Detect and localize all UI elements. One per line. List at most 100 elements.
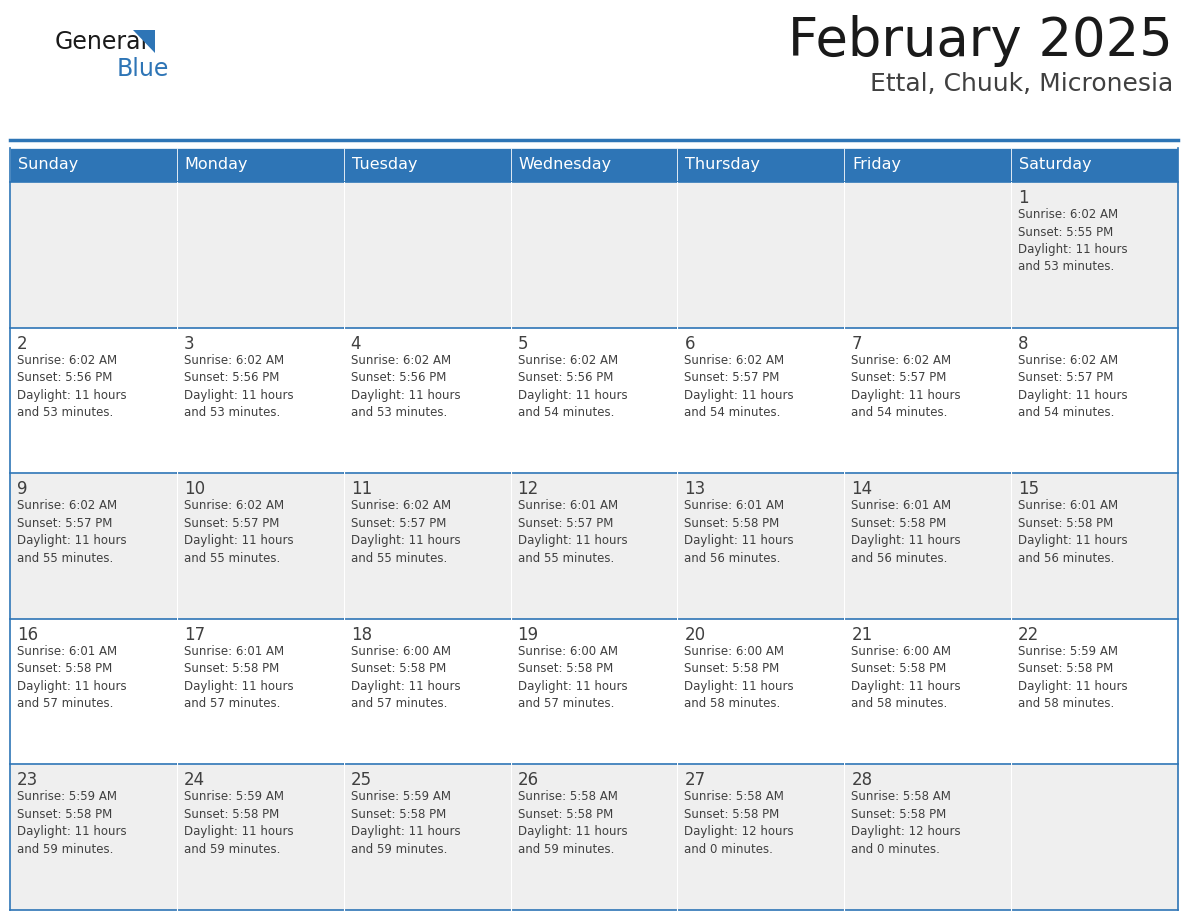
Text: General: General <box>55 30 148 54</box>
Text: 3: 3 <box>184 334 195 353</box>
Text: 11: 11 <box>350 480 372 498</box>
Text: Sunrise: 6:02 AM
Sunset: 5:57 PM
Daylight: 11 hours
and 55 minutes.: Sunrise: 6:02 AM Sunset: 5:57 PM Dayligh… <box>17 499 127 565</box>
Text: 2: 2 <box>17 334 27 353</box>
Bar <box>343 328 511 473</box>
Text: Tuesday: Tuesday <box>352 158 417 173</box>
Text: February 2025: February 2025 <box>789 15 1173 67</box>
Bar <box>677 765 845 910</box>
Text: Sunrise: 6:01 AM
Sunset: 5:58 PM
Daylight: 11 hours
and 56 minutes.: Sunrise: 6:01 AM Sunset: 5:58 PM Dayligh… <box>684 499 794 565</box>
Text: Sunrise: 6:02 AM
Sunset: 5:56 PM
Daylight: 11 hours
and 53 minutes.: Sunrise: 6:02 AM Sunset: 5:56 PM Dayligh… <box>350 353 460 420</box>
Text: Sunrise: 6:00 AM
Sunset: 5:58 PM
Daylight: 11 hours
and 57 minutes.: Sunrise: 6:00 AM Sunset: 5:58 PM Dayligh… <box>350 644 460 711</box>
Text: Sunday: Sunday <box>18 158 78 173</box>
Text: 10: 10 <box>184 480 206 498</box>
Text: Ettal, Chuuk, Micronesia: Ettal, Chuuk, Micronesia <box>870 72 1173 96</box>
Text: 17: 17 <box>184 626 206 644</box>
Text: Sunrise: 5:59 AM
Sunset: 5:58 PM
Daylight: 11 hours
and 59 minutes.: Sunrise: 5:59 AM Sunset: 5:58 PM Dayligh… <box>17 790 127 856</box>
Bar <box>1011 328 1178 473</box>
Text: Saturday: Saturday <box>1019 158 1092 173</box>
Text: Wednesday: Wednesday <box>519 158 612 173</box>
Bar <box>10 182 177 328</box>
Text: Sunrise: 6:00 AM
Sunset: 5:58 PM
Daylight: 11 hours
and 58 minutes.: Sunrise: 6:00 AM Sunset: 5:58 PM Dayligh… <box>852 644 961 711</box>
Text: 7: 7 <box>852 334 861 353</box>
Text: Sunrise: 5:58 AM
Sunset: 5:58 PM
Daylight: 12 hours
and 0 minutes.: Sunrise: 5:58 AM Sunset: 5:58 PM Dayligh… <box>852 790 961 856</box>
Text: Sunrise: 6:02 AM
Sunset: 5:57 PM
Daylight: 11 hours
and 54 minutes.: Sunrise: 6:02 AM Sunset: 5:57 PM Dayligh… <box>1018 353 1127 420</box>
Bar <box>1011 619 1178 765</box>
Text: 6: 6 <box>684 334 695 353</box>
Text: Monday: Monday <box>185 158 248 173</box>
Bar <box>10 765 177 910</box>
Text: Blue: Blue <box>116 57 170 81</box>
Bar <box>511 473 677 619</box>
Bar <box>845 619 1011 765</box>
Bar <box>845 765 1011 910</box>
Bar <box>177 619 343 765</box>
Text: Sunrise: 5:58 AM
Sunset: 5:58 PM
Daylight: 11 hours
and 59 minutes.: Sunrise: 5:58 AM Sunset: 5:58 PM Dayligh… <box>518 790 627 856</box>
Bar <box>511 619 677 765</box>
Bar <box>177 182 343 328</box>
Text: Sunrise: 5:59 AM
Sunset: 5:58 PM
Daylight: 11 hours
and 59 minutes.: Sunrise: 5:59 AM Sunset: 5:58 PM Dayligh… <box>350 790 460 856</box>
Text: Sunrise: 6:01 AM
Sunset: 5:58 PM
Daylight: 11 hours
and 56 minutes.: Sunrise: 6:01 AM Sunset: 5:58 PM Dayligh… <box>852 499 961 565</box>
Text: 4: 4 <box>350 334 361 353</box>
Bar <box>511 765 677 910</box>
Text: Sunrise: 6:02 AM
Sunset: 5:57 PM
Daylight: 11 hours
and 54 minutes.: Sunrise: 6:02 AM Sunset: 5:57 PM Dayligh… <box>684 353 794 420</box>
Bar <box>177 328 343 473</box>
Text: Sunrise: 5:59 AM
Sunset: 5:58 PM
Daylight: 11 hours
and 59 minutes.: Sunrise: 5:59 AM Sunset: 5:58 PM Dayligh… <box>184 790 293 856</box>
Bar <box>677 148 845 182</box>
Text: Sunrise: 6:02 AM
Sunset: 5:57 PM
Daylight: 11 hours
and 55 minutes.: Sunrise: 6:02 AM Sunset: 5:57 PM Dayligh… <box>184 499 293 565</box>
Text: 19: 19 <box>518 626 538 644</box>
Bar <box>677 473 845 619</box>
Text: 18: 18 <box>350 626 372 644</box>
Text: 26: 26 <box>518 771 538 789</box>
Text: Sunrise: 6:00 AM
Sunset: 5:58 PM
Daylight: 11 hours
and 57 minutes.: Sunrise: 6:00 AM Sunset: 5:58 PM Dayligh… <box>518 644 627 711</box>
Bar <box>10 473 177 619</box>
Text: Friday: Friday <box>852 158 902 173</box>
Text: 14: 14 <box>852 480 872 498</box>
Text: Thursday: Thursday <box>685 158 760 173</box>
Text: 16: 16 <box>17 626 38 644</box>
Text: Sunrise: 6:02 AM
Sunset: 5:56 PM
Daylight: 11 hours
and 53 minutes.: Sunrise: 6:02 AM Sunset: 5:56 PM Dayligh… <box>17 353 127 420</box>
Text: 23: 23 <box>17 771 38 789</box>
Bar <box>10 148 177 182</box>
Bar <box>1011 473 1178 619</box>
Text: Sunrise: 6:02 AM
Sunset: 5:56 PM
Daylight: 11 hours
and 54 minutes.: Sunrise: 6:02 AM Sunset: 5:56 PM Dayligh… <box>518 353 627 420</box>
Text: Sunrise: 5:58 AM
Sunset: 5:58 PM
Daylight: 12 hours
and 0 minutes.: Sunrise: 5:58 AM Sunset: 5:58 PM Dayligh… <box>684 790 794 856</box>
Bar <box>177 765 343 910</box>
Bar <box>845 328 1011 473</box>
Bar <box>677 182 845 328</box>
Text: 25: 25 <box>350 771 372 789</box>
Text: 22: 22 <box>1018 626 1040 644</box>
Text: 13: 13 <box>684 480 706 498</box>
Bar <box>343 619 511 765</box>
Bar <box>845 182 1011 328</box>
Bar <box>677 619 845 765</box>
Polygon shape <box>133 30 154 53</box>
Text: Sunrise: 6:02 AM
Sunset: 5:56 PM
Daylight: 11 hours
and 53 minutes.: Sunrise: 6:02 AM Sunset: 5:56 PM Dayligh… <box>184 353 293 420</box>
Bar <box>10 619 177 765</box>
Text: 9: 9 <box>17 480 27 498</box>
Bar <box>10 328 177 473</box>
Text: Sunrise: 6:02 AM
Sunset: 5:57 PM
Daylight: 11 hours
and 55 minutes.: Sunrise: 6:02 AM Sunset: 5:57 PM Dayligh… <box>350 499 460 565</box>
Text: 5: 5 <box>518 334 529 353</box>
Text: Sunrise: 6:02 AM
Sunset: 5:55 PM
Daylight: 11 hours
and 53 minutes.: Sunrise: 6:02 AM Sunset: 5:55 PM Dayligh… <box>1018 208 1127 274</box>
Bar <box>1011 148 1178 182</box>
Bar <box>511 328 677 473</box>
Text: 21: 21 <box>852 626 872 644</box>
Text: 8: 8 <box>1018 334 1029 353</box>
Bar <box>177 148 343 182</box>
Text: Sunrise: 6:01 AM
Sunset: 5:58 PM
Daylight: 11 hours
and 56 minutes.: Sunrise: 6:01 AM Sunset: 5:58 PM Dayligh… <box>1018 499 1127 565</box>
Bar <box>343 765 511 910</box>
Bar <box>343 182 511 328</box>
Bar <box>177 473 343 619</box>
Text: 27: 27 <box>684 771 706 789</box>
Bar <box>1011 182 1178 328</box>
Bar <box>511 182 677 328</box>
Text: 15: 15 <box>1018 480 1040 498</box>
Text: Sunrise: 6:01 AM
Sunset: 5:58 PM
Daylight: 11 hours
and 57 minutes.: Sunrise: 6:01 AM Sunset: 5:58 PM Dayligh… <box>17 644 127 711</box>
Text: Sunrise: 6:01 AM
Sunset: 5:58 PM
Daylight: 11 hours
and 57 minutes.: Sunrise: 6:01 AM Sunset: 5:58 PM Dayligh… <box>184 644 293 711</box>
Text: Sunrise: 6:01 AM
Sunset: 5:57 PM
Daylight: 11 hours
and 55 minutes.: Sunrise: 6:01 AM Sunset: 5:57 PM Dayligh… <box>518 499 627 565</box>
Text: 1: 1 <box>1018 189 1029 207</box>
Text: 28: 28 <box>852 771 872 789</box>
Bar <box>1011 765 1178 910</box>
Bar <box>845 148 1011 182</box>
Bar <box>343 148 511 182</box>
